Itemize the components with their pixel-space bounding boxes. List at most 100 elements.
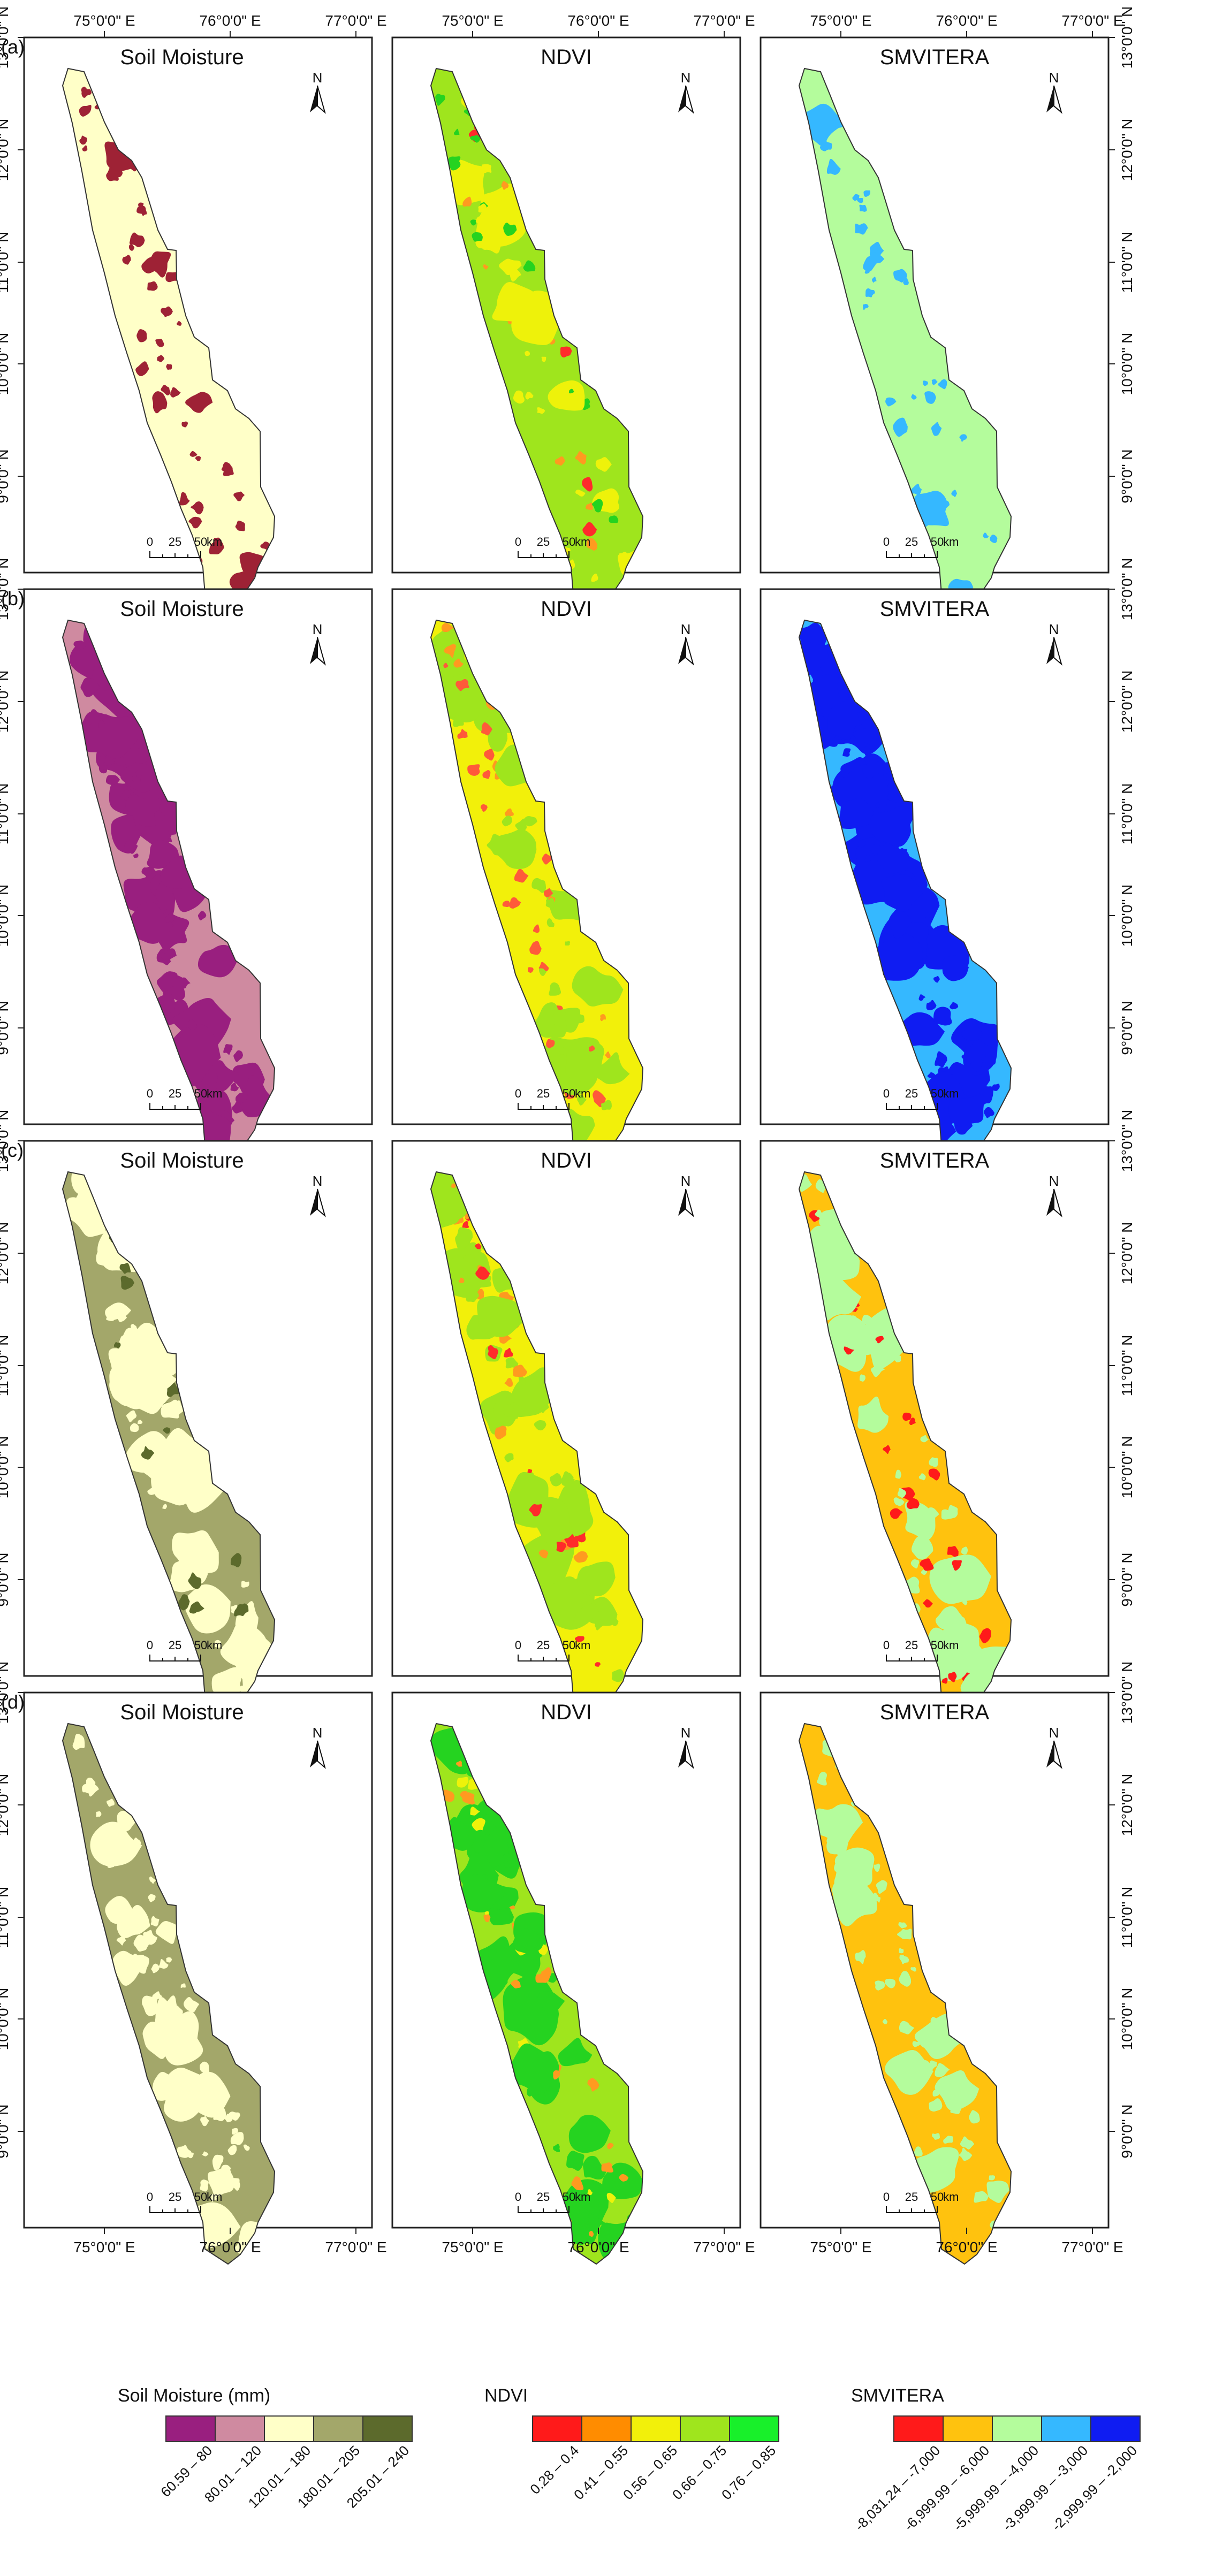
map-class-patch: [513, 1929, 542, 1956]
map-class-patch: [947, 1546, 959, 1558]
map-class-patch: [73, 641, 87, 651]
map-class-patch: [475, 196, 528, 249]
lat-label: 11°0'0" N: [1119, 1887, 1135, 1948]
map-class-patch: [79, 104, 92, 117]
map-class-patch: [551, 2070, 560, 2080]
map-class-patch: [548, 380, 585, 411]
map-class-patch: [568, 2115, 611, 2153]
map-class-patch: [462, 196, 472, 207]
map-class-patch: [161, 385, 171, 395]
scale-tick-label: 50: [563, 2190, 575, 2204]
map-class-patch: [450, 1804, 497, 1853]
map-class-patch: [890, 1508, 903, 1519]
map-class-patch: [826, 1831, 841, 1845]
lon-label: 76°0'0" E: [936, 12, 997, 29]
lat-label: 13°0'0" N: [0, 6, 11, 69]
map-class-patch: [932, 2133, 940, 2140]
map-class-patch: [920, 1558, 934, 1571]
map-class-patch: [832, 734, 842, 744]
map-class-patch: [464, 1254, 475, 1263]
map-class-patch: [439, 636, 445, 644]
map-class-patch: [241, 1581, 249, 1588]
map-class-patch: [488, 1345, 498, 1359]
map-class-patch: [872, 246, 878, 253]
lon-label: 76°0'0" E: [936, 2239, 997, 2255]
map-class-patch: [582, 522, 597, 537]
lat-label: 13°0'0" N: [0, 558, 11, 621]
panel-title: NDVI: [541, 1701, 592, 1724]
scale-tick-label: 50: [931, 535, 944, 548]
scale-tick-label: 25: [905, 1087, 918, 1100]
map-class-patch: [531, 878, 546, 893]
map-class-patch: [235, 1092, 248, 1103]
map-class-patch: [238, 1686, 247, 1693]
map-class-patch: [864, 855, 872, 862]
scale-tick-label: 25: [169, 1638, 181, 1652]
map-class-patch: [595, 1662, 601, 1667]
lat-label: 9°0'0" N: [0, 449, 11, 503]
map-class-patch: [569, 2199, 579, 2209]
map-class-patch: [942, 500, 950, 508]
map-class-patch: [825, 1315, 863, 1350]
map-class-patch: [870, 1363, 885, 1377]
map-class-patch: [636, 1134, 642, 1141]
map-class-patch: [470, 1807, 480, 1816]
map-class-patch: [457, 1777, 469, 1788]
map-class-patch: [474, 1243, 481, 1249]
map-class-patch: [216, 2209, 227, 2220]
map-class-patch: [116, 1936, 126, 1946]
map-class-patch: [501, 181, 509, 190]
map-class-patch: [462, 1792, 475, 1805]
map-class-patch: [906, 1498, 920, 1510]
map-class-patch: [79, 135, 87, 145]
map-class-patch: [855, 1950, 866, 1964]
lat-label: 13°0'0" N: [1119, 558, 1135, 621]
lat-label: 12°0'0" N: [0, 670, 11, 733]
map-class-patch: [455, 1760, 462, 1767]
map-class-patch: [185, 392, 213, 413]
map-class-patch: [81, 86, 88, 92]
map-class-patch: [950, 1002, 959, 1010]
map-class-patch: [470, 219, 476, 226]
map-class-patch: [566, 2151, 584, 2171]
map-class-patch: [480, 804, 488, 812]
map-class-patch: [109, 1912, 119, 1923]
map-class-patch: [555, 456, 565, 466]
map-class-patch: [503, 1347, 513, 1358]
map-class-patch: [883, 1445, 891, 1454]
map-class-patch: [857, 839, 866, 848]
map-class-patch: [933, 1007, 952, 1026]
map-class-patch: [593, 1052, 630, 1085]
map-class-patch: [546, 1039, 555, 1049]
map-class-patch: [533, 924, 540, 933]
map-class-patch: [595, 1619, 604, 1630]
map-class-patch: [212, 2154, 224, 2170]
map-class-patch: [455, 1227, 473, 1251]
legend-label: -5,999.99 – -4,000: [950, 2442, 1042, 2534]
map-class-patch: [118, 1335, 130, 1353]
map-class-patch: [152, 391, 168, 414]
map-class-patch: [575, 490, 586, 497]
scale-tick-label: 50: [563, 535, 575, 548]
map-class-patch: [148, 1894, 156, 1902]
panel-title: SMVITERA: [880, 1149, 990, 1172]
map-class-patch: [545, 897, 555, 909]
map-class-patch: [983, 1107, 994, 1118]
map-class-patch: [819, 140, 832, 151]
map-class-patch: [899, 2021, 915, 2034]
map-class-patch: [562, 1473, 574, 1483]
legend-swatch: [581, 2415, 632, 2442]
scale-tick-label: 0: [515, 2190, 521, 2204]
map-class-patch: [875, 802, 880, 809]
map-class-patch: [935, 2063, 950, 2077]
map-class-patch: [574, 1636, 584, 1643]
map-class-patch: [960, 2136, 975, 2150]
